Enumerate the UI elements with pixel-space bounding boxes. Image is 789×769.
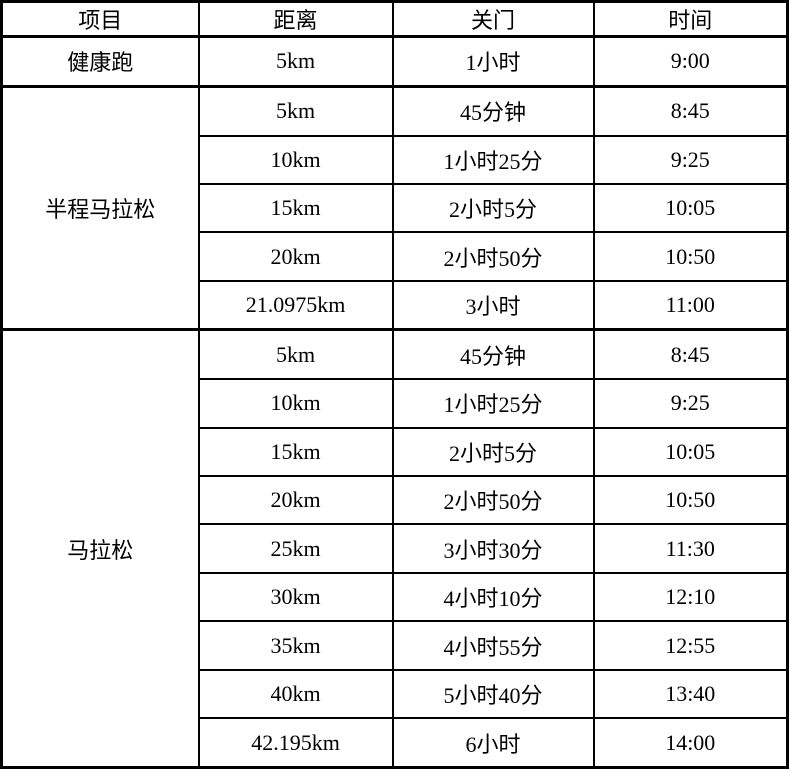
event-name-cell: 健康跑 <box>0 35 200 88</box>
distance-cell: 5km <box>197 328 394 381</box>
table-row: 健康跑 5km 1小时 9:00 <box>0 35 789 88</box>
header-cell-event: 项目 <box>0 0 200 38</box>
cutoff-cell: 4小时10分 <box>391 571 595 623</box>
table-row: 10km 1小时25分 9:25 <box>2 378 789 429</box>
distance-cell: 42.195km <box>197 717 394 769</box>
time-cell: 12:55 <box>592 620 789 671</box>
cutoff-cell: 3小时30分 <box>391 523 595 574</box>
time-cell: 8:45 <box>592 84 789 137</box>
time-cell: 13:40 <box>592 668 789 720</box>
distance-cell: 40km <box>197 668 394 720</box>
distance-cell: 10km <box>197 134 394 185</box>
table-row: 42.195km 6小时 14:00 <box>2 717 789 769</box>
cutoff-cell: 2小时5分 <box>391 426 595 478</box>
table-row: 15km 2小时5分 10:05 <box>2 426 789 478</box>
table-row: 21.0975km 3小时 11:00 <box>2 279 789 331</box>
table-body: 健康跑 5km 1小时 9:00 半程马拉松 5km 45分钟 8:45 10km 1小时25分 9… <box>0 35 789 769</box>
time-cell: 10:05 <box>592 182 789 234</box>
distance-cell: 35km <box>197 620 394 671</box>
cutoff-cell: 4小时55分 <box>391 620 595 671</box>
distance-cell: 5km <box>197 84 394 137</box>
cutoff-cell: 2小时5分 <box>391 182 595 234</box>
time-cell: 10:50 <box>592 231 789 282</box>
time-cell: 11:30 <box>592 523 789 574</box>
header-cell-cutoff: 关门 <box>391 0 595 38</box>
table-row: 15km 2小时5分 10:05 <box>2 182 789 234</box>
time-cell: 10:50 <box>592 475 789 526</box>
cutoff-cell: 2小时50分 <box>391 475 595 526</box>
table-row: 25km 3小时30分 11:30 <box>2 523 789 574</box>
header-cell-time: 时间 <box>592 0 789 38</box>
cutoff-cell: 1小时25分 <box>391 378 595 429</box>
cutoff-cell: 6小时 <box>391 717 595 769</box>
time-cell: 8:45 <box>592 328 789 381</box>
table-row: 30km 4小时10分 12:10 <box>2 571 789 623</box>
table-row: 35km 4小时55分 12:55 <box>2 620 789 671</box>
time-cell: 11:00 <box>592 279 789 331</box>
cutoff-cell: 1小时 <box>391 35 595 88</box>
distance-cell: 5km <box>197 35 394 88</box>
distance-cell: 15km <box>197 426 394 478</box>
time-cell: 14:00 <box>592 717 789 769</box>
table-row: 10km 1小时25分 9:25 <box>2 134 789 185</box>
time-cell: 12:10 <box>592 571 789 623</box>
distance-cell: 25km <box>197 523 394 574</box>
header-row: 项目 距离 关门 时间 <box>0 0 789 38</box>
cutoff-cell: 5小时40分 <box>391 668 595 720</box>
cutoff-cell: 45分钟 <box>391 84 595 137</box>
distance-cell: 20km <box>197 475 394 526</box>
distance-cell: 21.0975km <box>197 279 394 331</box>
time-cell: 9:00 <box>592 35 789 88</box>
cutoff-cell: 3小时 <box>391 279 595 331</box>
distance-cell: 15km <box>197 182 394 234</box>
distance-cell: 10km <box>197 378 394 429</box>
time-cell: 10:05 <box>592 426 789 478</box>
time-cell: 9:25 <box>592 134 789 185</box>
table-row: 40km 5小时40分 13:40 <box>2 668 789 720</box>
event-name-cell: 半程马拉松 <box>0 84 200 331</box>
table-row: 马拉松 5km 45分钟 8:45 <box>0 328 789 769</box>
distance-cell: 20km <box>197 231 394 282</box>
time-cell: 9:25 <box>592 378 789 429</box>
table-row: 半程马拉松 5km 45分钟 8:45 <box>0 84 789 331</box>
cutoff-cell: 45分钟 <box>391 328 595 381</box>
table-row: 20km 2小时50分 10:50 <box>2 231 789 282</box>
header-cell-distance: 距离 <box>197 0 394 38</box>
cutoff-cell: 1小时25分 <box>391 134 595 185</box>
event-name-cell: 马拉松 <box>0 328 200 769</box>
cutoff-cell: 2小时50分 <box>391 231 595 282</box>
table-row: 20km 2小时50分 10:50 <box>2 475 789 526</box>
distance-cell: 30km <box>197 571 394 623</box>
